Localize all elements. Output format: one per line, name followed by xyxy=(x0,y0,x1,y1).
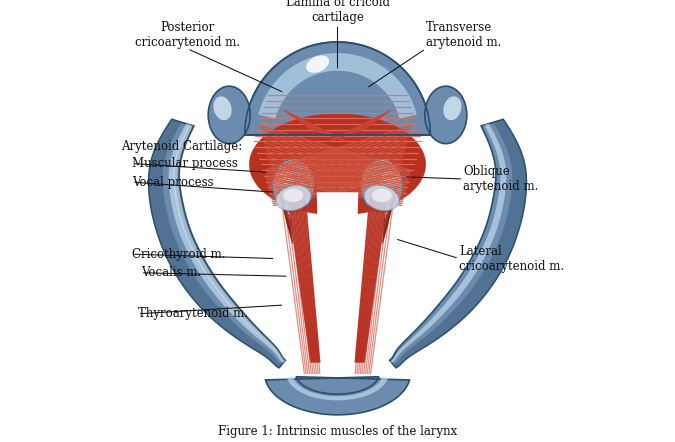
Text: Thyroarytenoid m.: Thyroarytenoid m. xyxy=(138,307,248,320)
Text: Vocal process: Vocal process xyxy=(132,175,213,189)
Ellipse shape xyxy=(306,55,329,73)
Polygon shape xyxy=(389,119,526,368)
Text: Oblique
arytenoid m.: Oblique arytenoid m. xyxy=(464,165,539,193)
Text: Posterior
cricoarytenoid m.: Posterior cricoarytenoid m. xyxy=(134,21,240,49)
Text: Vocalis m.: Vocalis m. xyxy=(141,266,201,279)
Text: Cricothyroid m.: Cricothyroid m. xyxy=(132,248,225,261)
Text: Arytenoid Cartilage:: Arytenoid Cartilage: xyxy=(121,140,242,153)
Ellipse shape xyxy=(382,171,398,184)
Polygon shape xyxy=(148,119,281,368)
Polygon shape xyxy=(265,377,410,415)
Polygon shape xyxy=(259,53,416,119)
Polygon shape xyxy=(249,114,426,215)
Polygon shape xyxy=(287,377,388,400)
Ellipse shape xyxy=(360,159,403,212)
Ellipse shape xyxy=(443,96,462,120)
Polygon shape xyxy=(148,119,286,368)
Ellipse shape xyxy=(277,171,293,184)
Text: Figure 1: Intrinsic muscles of the larynx: Figure 1: Intrinsic muscles of the laryn… xyxy=(218,426,457,438)
Polygon shape xyxy=(173,125,285,362)
Ellipse shape xyxy=(272,159,315,212)
Text: Lateral
cricoarytenoid m.: Lateral cricoarytenoid m. xyxy=(459,244,564,273)
Ellipse shape xyxy=(372,189,391,202)
Ellipse shape xyxy=(276,185,310,211)
Polygon shape xyxy=(244,42,431,135)
Ellipse shape xyxy=(425,86,467,144)
Text: Transverse
arytenoid m.: Transverse arytenoid m. xyxy=(426,21,502,49)
Polygon shape xyxy=(317,192,358,360)
Ellipse shape xyxy=(208,86,250,144)
Text: Lamina of cricoid
cartilage: Lamina of cricoid cartilage xyxy=(286,0,389,24)
Polygon shape xyxy=(169,124,284,363)
Polygon shape xyxy=(391,124,506,363)
Ellipse shape xyxy=(213,96,232,120)
Text: Muscular process: Muscular process xyxy=(132,157,238,170)
Ellipse shape xyxy=(364,185,399,211)
Polygon shape xyxy=(394,119,526,368)
Ellipse shape xyxy=(284,189,303,202)
